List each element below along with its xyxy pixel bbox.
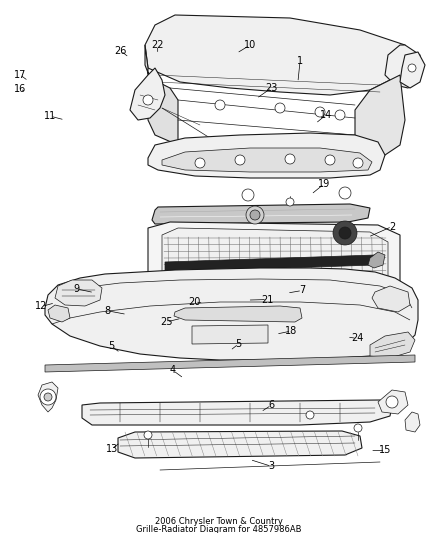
Text: 8: 8: [104, 306, 110, 316]
Polygon shape: [368, 252, 385, 268]
Polygon shape: [355, 75, 405, 155]
Circle shape: [44, 393, 52, 401]
Polygon shape: [192, 325, 268, 344]
Circle shape: [275, 103, 285, 113]
Polygon shape: [38, 382, 58, 412]
Circle shape: [195, 158, 205, 168]
Polygon shape: [130, 68, 165, 120]
Polygon shape: [45, 355, 415, 372]
Text: 3: 3: [268, 462, 275, 471]
Polygon shape: [82, 400, 392, 425]
Circle shape: [354, 424, 362, 432]
Circle shape: [143, 95, 153, 105]
Text: 20: 20: [189, 297, 201, 306]
Polygon shape: [148, 133, 385, 178]
Text: 21: 21: [261, 295, 273, 304]
Text: 7: 7: [299, 286, 305, 295]
Polygon shape: [372, 286, 410, 312]
Circle shape: [335, 110, 345, 120]
Text: 10: 10: [244, 41, 256, 50]
Polygon shape: [162, 228, 388, 308]
Circle shape: [339, 227, 351, 239]
Text: 17: 17: [14, 70, 26, 79]
Circle shape: [386, 396, 398, 408]
Text: 26: 26: [114, 46, 127, 55]
Polygon shape: [162, 148, 372, 172]
Circle shape: [235, 155, 245, 165]
Text: 16: 16: [14, 84, 26, 94]
Polygon shape: [152, 204, 370, 224]
Polygon shape: [385, 45, 420, 88]
Text: 22: 22: [152, 41, 164, 50]
Polygon shape: [378, 390, 408, 414]
Circle shape: [40, 389, 56, 405]
Polygon shape: [48, 305, 70, 322]
Text: 12: 12: [35, 302, 48, 311]
Polygon shape: [405, 412, 420, 432]
Text: 6: 6: [268, 400, 275, 410]
Text: Grille-Radiator Diagram for 4857986AB: Grille-Radiator Diagram for 4857986AB: [136, 524, 302, 533]
Circle shape: [339, 187, 351, 199]
Text: 13: 13: [106, 444, 118, 454]
Circle shape: [408, 64, 416, 72]
Text: 15: 15: [379, 446, 392, 455]
Circle shape: [250, 210, 260, 220]
Circle shape: [315, 107, 325, 117]
Circle shape: [242, 189, 254, 201]
Text: 2006 Chrysler Town & Country: 2006 Chrysler Town & Country: [155, 516, 283, 526]
Text: 4: 4: [170, 366, 176, 375]
Polygon shape: [55, 280, 102, 306]
Circle shape: [285, 154, 295, 164]
Circle shape: [325, 155, 335, 165]
Polygon shape: [145, 45, 178, 145]
Polygon shape: [45, 268, 418, 360]
Text: 1: 1: [297, 56, 303, 66]
Circle shape: [286, 198, 294, 206]
Text: 18: 18: [285, 326, 297, 336]
Text: 19: 19: [318, 179, 330, 189]
Circle shape: [353, 158, 363, 168]
Circle shape: [144, 431, 152, 439]
Text: 23: 23: [265, 83, 278, 93]
Polygon shape: [165, 255, 375, 272]
Text: 5: 5: [236, 339, 242, 349]
Circle shape: [333, 221, 357, 245]
Polygon shape: [370, 332, 415, 358]
Circle shape: [215, 100, 225, 110]
Text: 2: 2: [389, 222, 395, 231]
Text: 9: 9: [74, 284, 80, 294]
Text: 25: 25: [160, 317, 173, 327]
Polygon shape: [400, 52, 425, 88]
Polygon shape: [118, 431, 362, 458]
Polygon shape: [174, 306, 302, 322]
Text: 24: 24: [351, 334, 363, 343]
Text: 14: 14: [320, 110, 332, 119]
Text: 5: 5: [109, 342, 115, 351]
Circle shape: [246, 206, 264, 224]
Circle shape: [306, 411, 314, 419]
Text: 11: 11: [44, 111, 57, 121]
Polygon shape: [145, 15, 405, 95]
Polygon shape: [148, 222, 400, 318]
